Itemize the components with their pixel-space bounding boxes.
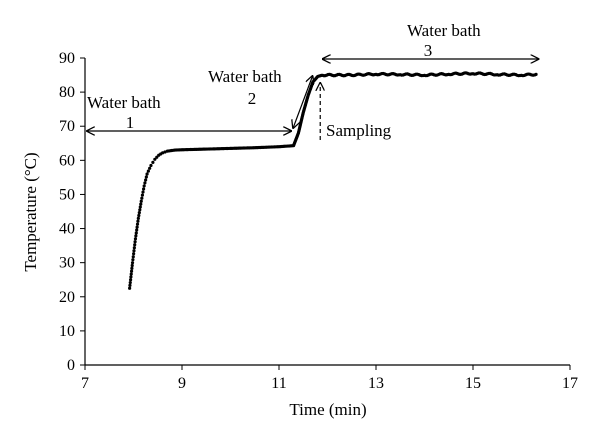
y-tick-label: 20 [59, 289, 75, 306]
y-tick-label: 90 [59, 50, 75, 67]
data-point [132, 249, 136, 253]
data-point [130, 266, 134, 270]
data-point [129, 269, 134, 273]
x-tick-label: 11 [271, 375, 286, 392]
data-point [148, 166, 152, 170]
x-tick-label: 9 [178, 375, 186, 392]
x-axis-title: Time (min) [289, 400, 366, 419]
y-tick-label: 70 [59, 118, 75, 135]
data-point [140, 196, 144, 200]
data-point [139, 199, 143, 203]
data-point [131, 255, 135, 259]
water-bath-3-label: Water bath [407, 21, 481, 40]
water-bath-2-arrow [293, 76, 312, 128]
data-point [128, 286, 132, 290]
data-point [145, 172, 149, 176]
water-bath-1-number: 1 [126, 113, 135, 132]
data-point [141, 187, 146, 191]
x-tick-label: 15 [465, 375, 481, 392]
data-point [135, 228, 139, 232]
data-point [144, 175, 148, 179]
data-point [130, 261, 135, 265]
data-point [163, 150, 167, 154]
x-tick-label: 13 [368, 375, 384, 392]
y-tick-label: 60 [59, 152, 75, 169]
data-point [128, 283, 132, 288]
data-point [136, 219, 140, 223]
data-point [128, 278, 133, 282]
data-point [134, 231, 138, 235]
data-point [130, 263, 134, 268]
data-point [131, 258, 135, 262]
data-point [149, 163, 153, 168]
data-point [161, 151, 165, 155]
data-point [134, 234, 138, 238]
y-tick-label: 40 [59, 221, 75, 238]
data-point [140, 193, 145, 197]
data-point [132, 246, 136, 250]
data-point [143, 181, 147, 185]
water-bath-2-number: 2 [248, 89, 257, 108]
data-point [137, 211, 141, 215]
data-point [129, 275, 133, 279]
y-axis-title: Temperature (°C) [21, 152, 40, 271]
data-point [138, 208, 142, 212]
data-point [133, 237, 138, 241]
data-point [136, 216, 140, 220]
data-point [144, 178, 148, 182]
y-tick-label: 50 [59, 186, 75, 203]
data-point [153, 157, 157, 161]
water-bath-1-label: Water bath [87, 93, 161, 112]
y-tick-label: 10 [59, 323, 75, 340]
y-tick-label: 0 [67, 357, 75, 374]
water-bath-3-number: 3 [424, 41, 433, 60]
data-point [141, 190, 145, 194]
data-point [155, 155, 159, 159]
data-point [132, 252, 136, 256]
data-point [135, 225, 139, 229]
data-point [146, 169, 150, 173]
x-tick-label: 7 [81, 375, 89, 392]
y-tick-label: 30 [59, 255, 75, 272]
data-point [137, 213, 141, 218]
data-point [139, 202, 143, 206]
data-point [142, 184, 146, 188]
data-point [138, 205, 142, 209]
data-point [129, 272, 133, 276]
y-tick-label: 80 [59, 84, 75, 101]
data-point [133, 240, 137, 244]
sampling-label: Sampling [326, 121, 392, 140]
data-point [534, 72, 538, 76]
x-tick-label: 17 [562, 375, 578, 392]
data-point [135, 222, 140, 226]
data-point [128, 280, 132, 285]
data-point [133, 243, 137, 247]
data-point [151, 160, 155, 164]
water-bath-2-label: Water bath [208, 67, 282, 86]
